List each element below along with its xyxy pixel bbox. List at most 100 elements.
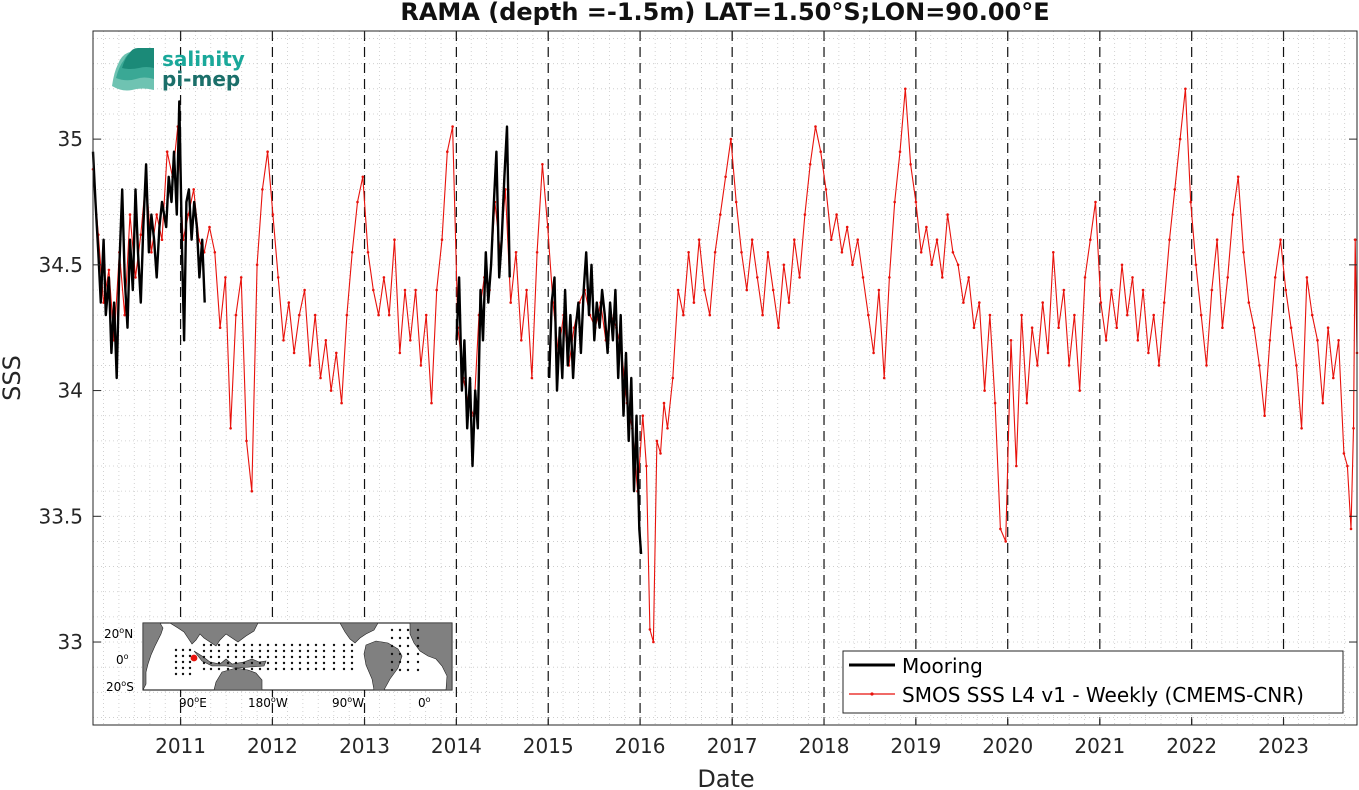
- logo-wave-icon: [112, 48, 154, 91]
- mooring-dot: [274, 661, 278, 665]
- data-point-smos: [1215, 238, 1219, 241]
- data-point-smos: [150, 251, 153, 254]
- mooring-dot: [202, 661, 206, 665]
- data-point-smos: [1226, 276, 1229, 279]
- mooring-dot: [217, 643, 221, 647]
- mooring-dot: [209, 667, 213, 671]
- data-point-smos: [1162, 301, 1166, 304]
- mooring-dot: [298, 667, 302, 671]
- data-point-smos: [340, 401, 343, 405]
- data-point-smos: [419, 364, 423, 367]
- data-point-smos: [652, 640, 655, 644]
- data-point-smos: [255, 263, 259, 267]
- data-point-smos: [835, 213, 838, 216]
- data-point-smos: [372, 288, 375, 292]
- data-point-smos: [1030, 326, 1034, 330]
- mooring-dot: [226, 649, 230, 653]
- legend: Mooring SMOS SSS L4 v1 - Weekly (CMEMS-C…: [842, 650, 1344, 714]
- data-point-smos: [840, 251, 844, 254]
- data-point-smos: [872, 351, 875, 355]
- mooring-dot: [258, 655, 262, 659]
- data-point-smos: [313, 313, 317, 317]
- data-point-smos: [1326, 326, 1330, 330]
- map-land-africa: [142, 622, 164, 691]
- map-lon-label-90e: 90oE: [179, 695, 207, 710]
- map-lat-label-0: 0o: [116, 652, 129, 667]
- data-point-smos: [1173, 188, 1177, 191]
- data-point-smos: [128, 213, 132, 216]
- mooring-dot: [332, 649, 336, 653]
- mooring-dot: [398, 644, 402, 648]
- mooring-dot: [258, 649, 262, 653]
- mooring-dot: [266, 643, 270, 647]
- data-point-smos: [1352, 427, 1355, 430]
- data-point-smos: [645, 464, 648, 468]
- mooring-dot: [234, 643, 238, 647]
- data-point-smos: [682, 313, 685, 317]
- data-point-smos: [703, 288, 706, 292]
- mooring-dot: [290, 661, 294, 665]
- data-point-smos: [1342, 452, 1346, 455]
- data-point-smos: [814, 125, 817, 128]
- data-point-smos: [771, 288, 775, 292]
- mooring-dot: [174, 654, 178, 658]
- mooring-dot: [322, 661, 326, 665]
- data-point-smos: [1120, 263, 1124, 267]
- data-point-smos: [1004, 540, 1007, 543]
- mooring-dot: [181, 654, 185, 658]
- data-point-smos: [882, 376, 886, 380]
- y-tick-label: 34.5: [38, 253, 83, 277]
- mooring-dot: [314, 667, 318, 671]
- data-point-smos: [888, 276, 891, 279]
- data-point-smos: [1025, 401, 1029, 405]
- mooring-dot: [209, 643, 213, 647]
- mooring-dot: [242, 667, 246, 671]
- data-point-smos: [641, 414, 645, 418]
- data-point-smos: [851, 263, 854, 267]
- data-point-smos: [424, 313, 428, 317]
- mooring-dot: [181, 648, 185, 652]
- mooring-dot: [350, 667, 354, 671]
- mooring-dot: [406, 668, 410, 672]
- data-point-smos: [708, 313, 712, 317]
- data-point-smos: [935, 238, 939, 241]
- data-point-smos: [1178, 137, 1182, 141]
- data-point-smos: [350, 251, 354, 254]
- data-point-smos: [1147, 351, 1150, 355]
- mooring-dot: [322, 643, 326, 647]
- legend-label-mooring: Mooring: [902, 654, 983, 678]
- legend-label-smos: SMOS SSS L4 v1 - Weekly (CMEMS-CNR): [902, 683, 1304, 707]
- data-point-smos: [798, 276, 801, 279]
- data-point-smos: [1279, 238, 1282, 241]
- mooring-dot: [217, 667, 221, 671]
- mooring-dot: [174, 666, 178, 670]
- mooring-dot: [258, 661, 262, 665]
- data-point-smos: [1242, 251, 1245, 254]
- x-tick-label: 2022: [1166, 734, 1217, 758]
- mooring-dot: [314, 661, 318, 665]
- x-tick-label: 2017: [707, 734, 758, 758]
- data-point-smos: [1041, 301, 1044, 304]
- mooring-dot: [390, 652, 394, 656]
- data-point-smos: [877, 288, 881, 292]
- mooring-dot: [188, 672, 192, 676]
- mooring-dot: [342, 661, 346, 665]
- data-point-smos: [345, 313, 349, 317]
- data-point-smos: [659, 452, 662, 455]
- data-point-smos: [234, 313, 238, 317]
- data-point-smos: [520, 339, 523, 342]
- axes: 33 33.5 34 34.5 35 2011 2012 2013 2014 2015 2016 20…: [38, 31, 1357, 758]
- legend-swatch-smos-marker: [870, 692, 874, 696]
- mooring-dot: [234, 661, 238, 665]
- data-point-smos: [687, 251, 690, 254]
- data-point-smos: [414, 288, 417, 292]
- data-point-smos: [1015, 464, 1018, 468]
- mooring-dot: [266, 649, 270, 653]
- data-point-smos: [1263, 414, 1266, 418]
- mooring-dot: [332, 667, 336, 671]
- mooring-dot: [406, 636, 410, 640]
- data-point-smos: [1252, 326, 1256, 330]
- data-point-smos: [1258, 364, 1261, 367]
- mooring-dot: [266, 661, 270, 665]
- chart-title: RAMA (depth =-1.5m) LAT=1.50°S;LON=90.00…: [400, 0, 1049, 26]
